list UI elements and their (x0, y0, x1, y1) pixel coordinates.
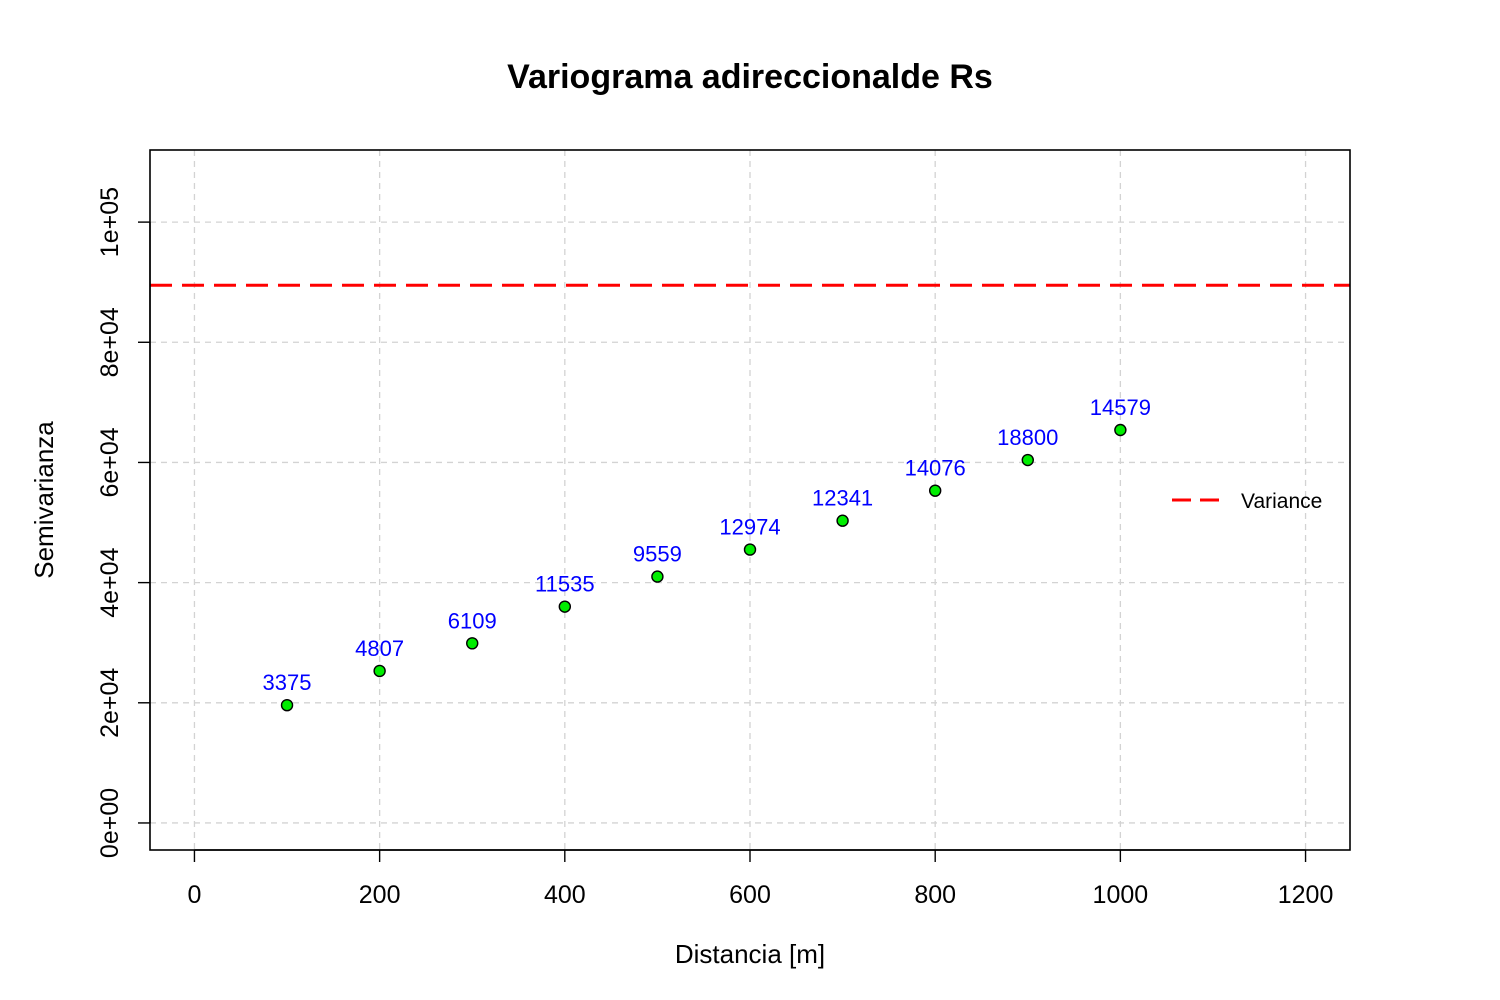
point-label: 9559 (633, 542, 682, 567)
point-label: 3375 (263, 670, 312, 695)
legend-label: Variance (1241, 490, 1322, 513)
point-label: 6109 (448, 608, 497, 633)
point-label: 11535 (535, 572, 595, 597)
y-axis-label: Semivarianza (29, 421, 59, 579)
y-tick-label: 8e+04 (96, 307, 124, 377)
data-points (280, 423, 1127, 712)
chart-title: Variograma adireccionalde Rs (507, 58, 993, 96)
point-labels: 3375 4807 6109 11535 9559 12974 12341 14076 1880… (263, 395, 1151, 695)
legend: Variance (1172, 490, 1322, 513)
point-label: 12341 (812, 486, 873, 511)
point-label: 12974 (719, 515, 780, 540)
data-point (373, 664, 386, 678)
x-tick-label: 400 (544, 881, 586, 909)
y-tick-label: 6e+04 (96, 427, 124, 497)
x-tick-label: 600 (729, 881, 771, 909)
data-point (928, 484, 942, 497)
data-point (558, 600, 572, 613)
y-axis: 0e+00 2e+04 4e+04 6e+04 8e+04 1e+05 (96, 187, 151, 858)
data-point (1114, 423, 1127, 437)
y-tick-label: 4e+04 (96, 547, 124, 617)
x-axis: 0 200 400 600 800 1000 1200 (187, 849, 1334, 909)
point-label: 4807 (355, 636, 404, 661)
data-point (280, 698, 294, 712)
x-tick-label: 0 (187, 881, 201, 909)
grid (150, 150, 1350, 850)
y-tick-label: 1e+05 (96, 187, 124, 257)
point-label: 14076 (905, 456, 966, 481)
data-point (1021, 453, 1034, 467)
x-tick-label: 1200 (1278, 881, 1334, 909)
data-point (836, 514, 849, 527)
data-point (743, 543, 757, 556)
x-tick-label: 800 (914, 881, 956, 909)
data-point (651, 570, 664, 583)
point-label: 18800 (997, 425, 1058, 450)
point-label: 14579 (1090, 395, 1151, 420)
data-point (466, 637, 479, 650)
x-tick-label: 200 (359, 881, 401, 909)
y-tick-label: 0e+00 (96, 788, 124, 858)
x-axis-label: Distancia [m] (675, 939, 825, 969)
x-tick-label: 1000 (1093, 881, 1149, 909)
y-tick-label: 2e+04 (96, 668, 124, 738)
